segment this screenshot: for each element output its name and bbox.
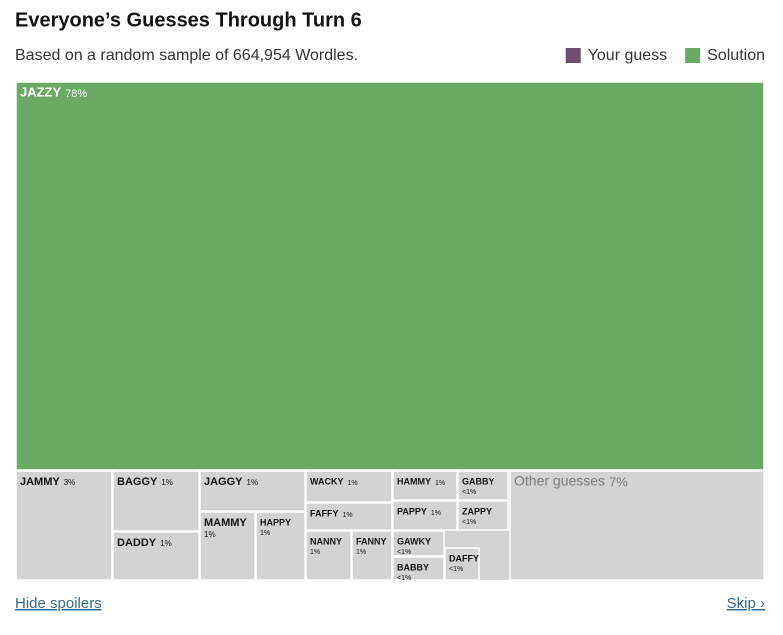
tile-label: JAMMY xyxy=(20,476,60,488)
tile-label: FAFFY xyxy=(310,508,339,518)
tile-label: GABBY xyxy=(462,476,495,486)
tile-value: 3% xyxy=(64,478,76,487)
tile-label: GAWKY xyxy=(397,536,431,546)
tile-label: FANNY xyxy=(356,536,387,546)
tile-value: <1% xyxy=(462,489,476,496)
tile-value: 78% xyxy=(65,88,87,100)
tile-value: 1% xyxy=(343,512,353,519)
tile-value: 7% xyxy=(609,474,628,489)
legend-swatch xyxy=(565,48,581,63)
tile xyxy=(199,511,256,581)
hide-spoilers-link[interactable]: Hide spoilers xyxy=(15,595,102,612)
tile xyxy=(112,470,200,532)
tile-label: DADDY xyxy=(117,537,157,549)
tile-value: 1% xyxy=(431,510,441,517)
tile-value: 1% xyxy=(435,480,445,487)
tile xyxy=(444,547,480,581)
tile xyxy=(305,470,393,503)
tile xyxy=(199,470,306,512)
tile-value: <1% xyxy=(397,575,411,582)
tile-label: JAGGY xyxy=(204,476,243,488)
tile xyxy=(392,556,445,581)
legend-label: Solution xyxy=(707,47,765,64)
tile-value: <1% xyxy=(449,566,463,573)
tile-value: 1% xyxy=(310,549,320,556)
tile xyxy=(305,530,352,581)
tile-label: BABBY xyxy=(397,562,429,572)
tile xyxy=(305,502,393,531)
tile-label: HAPPY xyxy=(260,517,291,527)
tile-label: WACKY xyxy=(310,476,344,486)
tile-label: JAZZY xyxy=(20,84,62,99)
tile xyxy=(112,531,200,581)
tile-value: 1% xyxy=(348,480,358,487)
tile-value: <1% xyxy=(397,549,411,556)
legend-label: Your guess xyxy=(588,47,667,64)
chart-title: Everyone’s Guesses Through Turn 6 xyxy=(15,9,362,31)
tile xyxy=(15,81,765,471)
tile xyxy=(509,470,765,581)
tile xyxy=(457,500,509,531)
tile-value: <1% xyxy=(462,519,476,526)
tile xyxy=(392,500,458,531)
tile xyxy=(351,530,393,581)
tile-value: 1% xyxy=(160,539,172,548)
tile-label: NANNY xyxy=(310,536,342,546)
tile-value: 1% xyxy=(356,549,366,556)
tile-label: BAGGY xyxy=(117,476,158,488)
tile-value: 1% xyxy=(161,478,173,487)
tile-label: PAPPY xyxy=(397,506,427,516)
tile-value: 1% xyxy=(204,530,216,539)
tile-label: Other guesses xyxy=(514,473,605,489)
tile xyxy=(392,530,445,557)
tile xyxy=(255,511,306,581)
tile-label: HAMMY xyxy=(397,476,431,486)
skip-link[interactable]: Skip › xyxy=(727,595,765,612)
tile xyxy=(457,470,509,501)
tile xyxy=(15,470,113,581)
tile xyxy=(392,470,458,501)
tile-label: ZAPPY xyxy=(462,506,492,516)
legend-swatch xyxy=(685,48,701,63)
tile-value: 1% xyxy=(247,478,259,487)
tile-label: MAMMY xyxy=(204,517,247,529)
tile-label: DAFFY xyxy=(449,553,479,563)
chart-subtitle: Based on a random sample of 664,954 Word… xyxy=(15,47,358,64)
tile-value: 1% xyxy=(260,530,270,537)
